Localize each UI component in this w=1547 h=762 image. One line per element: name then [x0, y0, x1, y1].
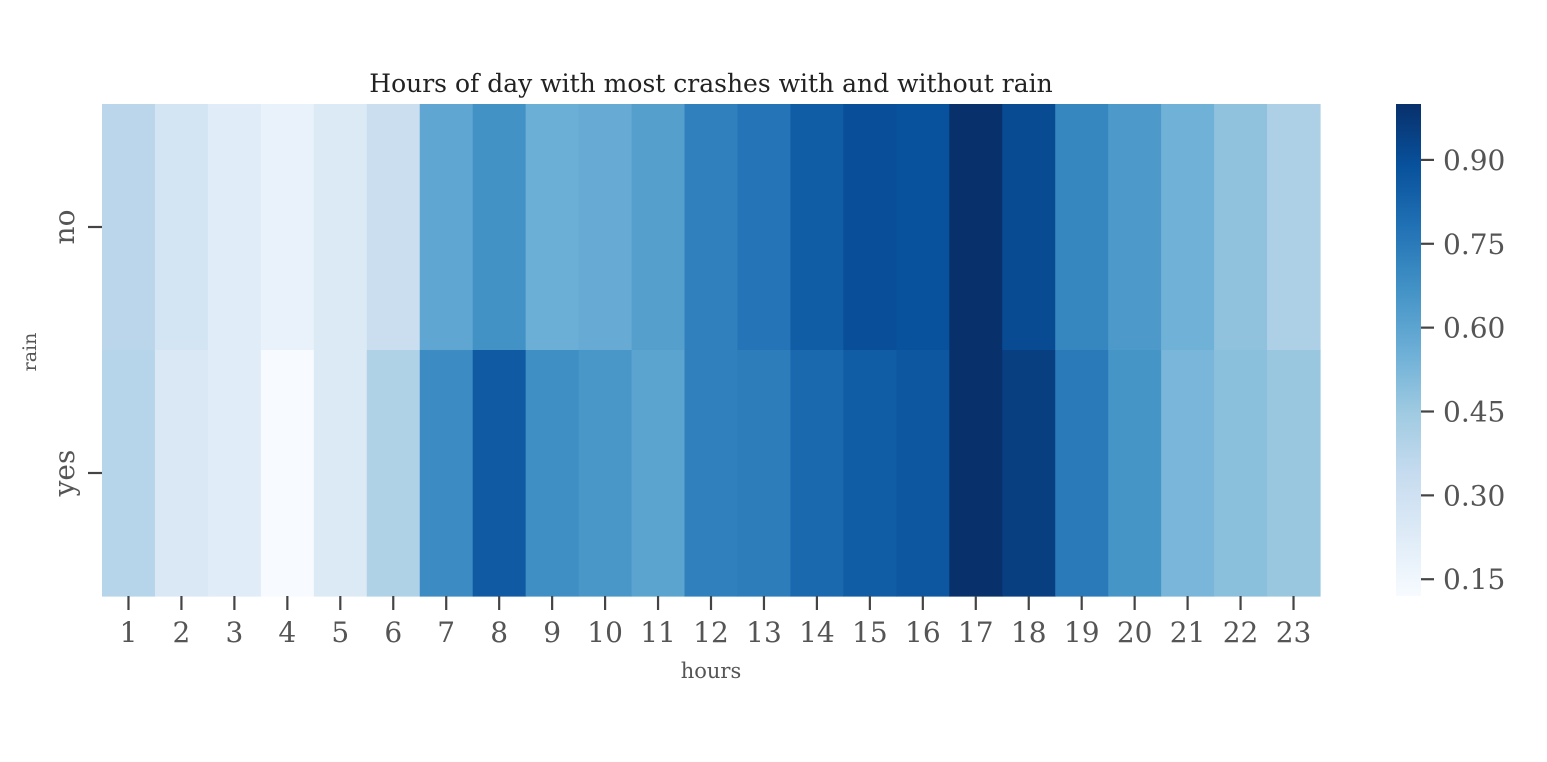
- heatmap-cell: [207, 350, 262, 597]
- x-tick-label: 14: [799, 616, 835, 649]
- heatmap-cell: [366, 104, 421, 351]
- heatmap-cell: [949, 350, 1003, 597]
- y-tick-label: no: [48, 210, 81, 245]
- heatmap-cell: [154, 350, 209, 597]
- x-tick-label: 1: [120, 616, 138, 649]
- colorbar-tick-label: 0.15: [1443, 563, 1505, 596]
- heatmap-cell: [631, 350, 686, 597]
- heatmap-cell: [684, 350, 739, 597]
- heatmap-cell: [737, 350, 792, 597]
- y-axis-label: rain: [19, 333, 41, 372]
- chart-title: Hours of day with most crashes with and …: [369, 69, 1052, 98]
- x-axis-label: hours: [681, 659, 742, 683]
- x-tick-label: 21: [1170, 616, 1206, 649]
- x-tick-label: 8: [490, 616, 508, 649]
- heatmap-cell: [525, 104, 580, 351]
- colorbar-ticks: 0.15 0.30 0.45 0.60 0.75 0.90: [1421, 144, 1505, 596]
- x-tick-label: 23: [1276, 616, 1312, 649]
- heatmap-cell: [1002, 104, 1056, 351]
- heatmap-cell: [737, 104, 792, 351]
- heatmap-cell: [843, 104, 897, 351]
- x-tick-label: 17: [958, 616, 994, 649]
- heatmap-cell: [1214, 350, 1268, 597]
- heatmap-cell: [1161, 350, 1215, 597]
- heatmap-cell: [154, 104, 209, 351]
- heatmap-cell: [313, 104, 368, 351]
- heatmap-cell: [1267, 350, 1321, 597]
- colorbar-tick-label: 0.60: [1443, 312, 1505, 345]
- heatmap-cell: [419, 104, 474, 351]
- colorbar: [1396, 104, 1421, 596]
- x-tick-label: 10: [587, 616, 623, 649]
- heatmap-cell: [419, 350, 474, 597]
- x-tick-label: 7: [437, 616, 455, 649]
- heatmap-cell: [102, 350, 156, 597]
- heatmap-cell: [472, 104, 527, 351]
- heatmap-cell: [1214, 104, 1268, 351]
- x-tick-label: 18: [1011, 616, 1047, 649]
- heatmap-cell: [525, 350, 580, 597]
- x-tick-label: 11: [640, 616, 676, 649]
- x-tick-label: 2: [173, 616, 191, 649]
- heatmap-cell: [1055, 104, 1109, 351]
- heatmap-cells: [102, 104, 1321, 597]
- y-tick-label: yes: [48, 450, 81, 498]
- x-tick-label: 6: [384, 616, 402, 649]
- x-tick-label: 12: [693, 616, 729, 649]
- x-tick-label: 4: [278, 616, 296, 649]
- y-axis: no yes: [48, 210, 102, 498]
- heatmap-cell: [1161, 104, 1215, 351]
- heatmap-cell: [260, 350, 315, 597]
- x-tick-label: 9: [543, 616, 561, 649]
- heatmap-cell: [472, 350, 527, 597]
- heatmap-cell: [790, 350, 844, 597]
- heatmap-cell: [1002, 350, 1056, 597]
- heatmap-cell: [1108, 104, 1162, 351]
- colorbar-tick-label: 0.30: [1443, 479, 1505, 512]
- x-tick-label: 15: [852, 616, 888, 649]
- colorbar-tick-label: 0.75: [1443, 228, 1505, 261]
- heatmap-cell: [260, 104, 315, 351]
- heatmap-cell: [896, 104, 950, 351]
- x-tick-label: 16: [905, 616, 941, 649]
- heatmap-cell: [207, 104, 262, 351]
- heatmap-cell: [896, 350, 950, 597]
- x-tick-label: 22: [1223, 616, 1259, 649]
- heatmap-cell: [949, 104, 1003, 351]
- heatmap-cell: [631, 104, 686, 351]
- heatmap-cell: [578, 104, 633, 351]
- heatmap-cell: [1108, 350, 1162, 597]
- heatmap-cell: [578, 350, 633, 597]
- heatmap-cell: [1267, 104, 1321, 351]
- x-tick-label: 13: [746, 616, 782, 649]
- x-tick-label: 20: [1117, 616, 1153, 649]
- colorbar-tick-label: 0.90: [1443, 144, 1505, 177]
- x-tick-label: 19: [1064, 616, 1100, 649]
- x-axis: 1 2 3 4 5 6 7 8 9 10 11 12 13 14 15 16 17 18 19 20 21 22 23: [120, 596, 1312, 649]
- heatmap-cell: [790, 104, 844, 351]
- x-tick-label: 3: [225, 616, 243, 649]
- heatmap-cell: [1055, 350, 1109, 597]
- heatmap-cell: [366, 350, 421, 597]
- heatmap-cell: [102, 104, 156, 351]
- colorbar-tick-label: 0.45: [1443, 396, 1505, 429]
- heatmap-cell: [684, 104, 739, 351]
- x-tick-label: 5: [331, 616, 349, 649]
- heatmap-cell: [313, 350, 368, 597]
- heatmap-cell: [843, 350, 897, 597]
